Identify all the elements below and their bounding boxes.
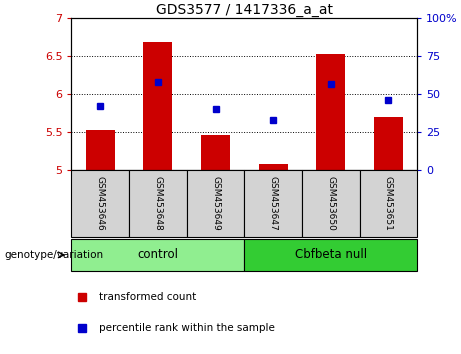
Bar bbox=[129, 170, 187, 237]
Title: GDS3577 / 1417336_a_at: GDS3577 / 1417336_a_at bbox=[156, 3, 333, 17]
Text: genotype/variation: genotype/variation bbox=[5, 250, 104, 260]
Bar bbox=[201, 135, 230, 170]
Text: GSM453649: GSM453649 bbox=[211, 176, 220, 231]
Bar bbox=[244, 170, 302, 237]
Bar bbox=[374, 116, 403, 170]
Bar bbox=[187, 170, 244, 237]
Bar bbox=[316, 54, 345, 170]
Text: control: control bbox=[137, 249, 178, 261]
Text: GSM453647: GSM453647 bbox=[269, 176, 278, 231]
Text: GSM453650: GSM453650 bbox=[326, 176, 335, 231]
Text: GSM453648: GSM453648 bbox=[154, 176, 162, 231]
Bar bbox=[71, 239, 244, 271]
Bar bbox=[302, 170, 360, 237]
Text: transformed count: transformed count bbox=[99, 292, 196, 302]
Text: percentile rank within the sample: percentile rank within the sample bbox=[99, 323, 275, 333]
Text: GSM453646: GSM453646 bbox=[96, 176, 105, 231]
Bar bbox=[259, 164, 288, 170]
Text: GSM453651: GSM453651 bbox=[384, 176, 393, 231]
Bar bbox=[143, 42, 172, 170]
Text: Cbfbeta null: Cbfbeta null bbox=[295, 249, 367, 261]
Bar bbox=[71, 170, 129, 237]
Bar bbox=[360, 170, 417, 237]
Bar bbox=[86, 130, 115, 170]
Bar bbox=[244, 239, 417, 271]
